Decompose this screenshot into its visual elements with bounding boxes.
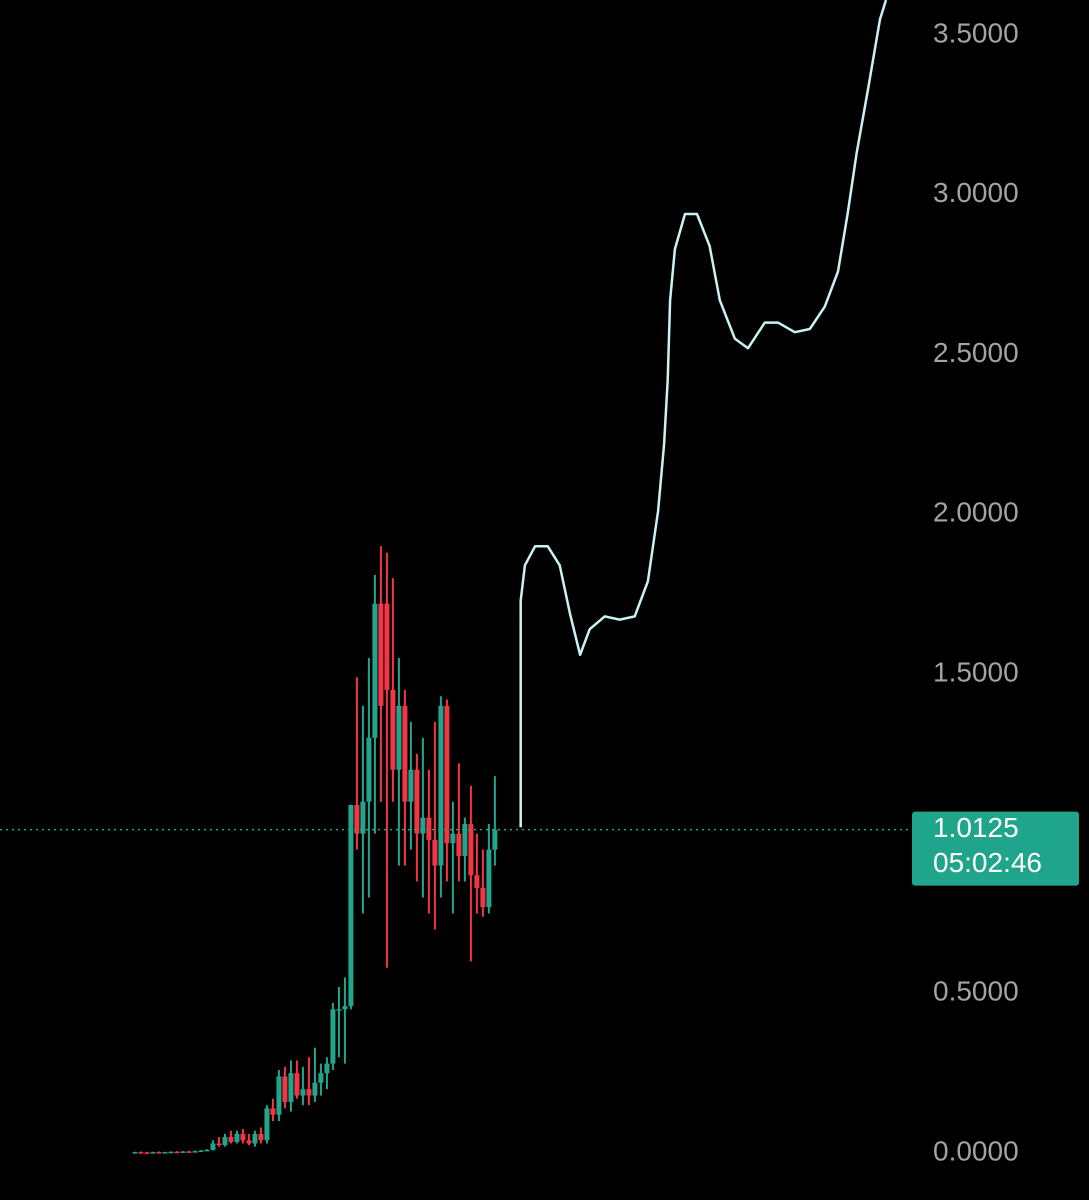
candle-body <box>366 737 372 802</box>
candle-body <box>426 817 432 841</box>
countdown-label: 05:02:46 <box>933 847 1042 878</box>
candle-body <box>372 603 378 738</box>
candle-body <box>408 769 414 802</box>
y-tick-label: 1.5000 <box>933 656 1019 687</box>
candle-body <box>318 1073 324 1083</box>
candle-body <box>438 705 444 866</box>
candle-body <box>420 817 426 834</box>
candle-body <box>288 1073 294 1102</box>
candle-body <box>270 1108 276 1115</box>
candle-body <box>402 705 408 802</box>
candle-body <box>258 1133 264 1141</box>
candle-body <box>378 603 384 706</box>
candle-body <box>462 824 468 857</box>
candle-body <box>180 1151 186 1153</box>
candle-body <box>204 1149 210 1152</box>
candle-body <box>174 1151 180 1154</box>
candle-body <box>156 1152 162 1154</box>
candle-body <box>252 1133 258 1144</box>
y-tick-label: 2.0000 <box>933 497 1019 528</box>
candle-body <box>132 1152 138 1154</box>
candle-body <box>282 1076 288 1102</box>
candle-body <box>414 769 420 834</box>
candle-body <box>138 1152 144 1154</box>
candle-body <box>450 833 456 844</box>
candle-body <box>246 1140 252 1144</box>
candle-body <box>222 1137 228 1146</box>
candle-body <box>186 1151 192 1153</box>
candle-body <box>432 840 438 866</box>
y-tick-label: 0.5000 <box>933 976 1019 1007</box>
candle-body <box>192 1151 198 1153</box>
price-tag-box <box>912 811 1079 886</box>
candle-body <box>390 689 396 770</box>
candle-body <box>168 1151 174 1154</box>
candle-body <box>216 1143 222 1146</box>
y-tick-label: 2.5000 <box>933 337 1019 368</box>
candle-body <box>456 833 462 857</box>
candle-body <box>234 1133 240 1142</box>
candle-body <box>474 875 480 888</box>
candle-body <box>348 804 354 1007</box>
candle-body <box>228 1137 234 1142</box>
candle-body <box>162 1152 168 1154</box>
candle-body <box>276 1076 282 1115</box>
candle-body <box>264 1108 270 1141</box>
candle-body <box>468 824 474 876</box>
y-tick-label: 0.0000 <box>933 1135 1019 1166</box>
y-tick-label: 3.0000 <box>933 177 1019 208</box>
candle-body <box>300 1089 306 1096</box>
y-tick-label: 3.5000 <box>933 18 1019 49</box>
candle-body <box>306 1089 312 1096</box>
candle-body <box>384 603 390 690</box>
candle-body <box>444 705 450 844</box>
candle-body <box>240 1133 246 1141</box>
candle-body <box>396 705 402 770</box>
candle-body <box>312 1082 318 1096</box>
drawn-line <box>519 0 888 828</box>
candle-body <box>330 1009 336 1064</box>
price-tag: 1.0125 05:02:46 <box>912 811 1079 886</box>
candle-body <box>342 1006 348 1010</box>
candle-body <box>198 1150 204 1152</box>
candle-body <box>294 1073 300 1096</box>
candle-body <box>144 1152 150 1154</box>
last-price-label: 1.0125 <box>933 812 1019 843</box>
candle-body <box>492 829 498 850</box>
candle-body <box>354 804 360 834</box>
candle-body <box>486 849 492 908</box>
candle-body <box>360 801 366 834</box>
candle-body <box>480 887 486 908</box>
candle-body <box>324 1063 330 1074</box>
candle-body <box>336 1009 342 1011</box>
candle-body <box>210 1143 216 1150</box>
candle-body <box>150 1152 156 1154</box>
